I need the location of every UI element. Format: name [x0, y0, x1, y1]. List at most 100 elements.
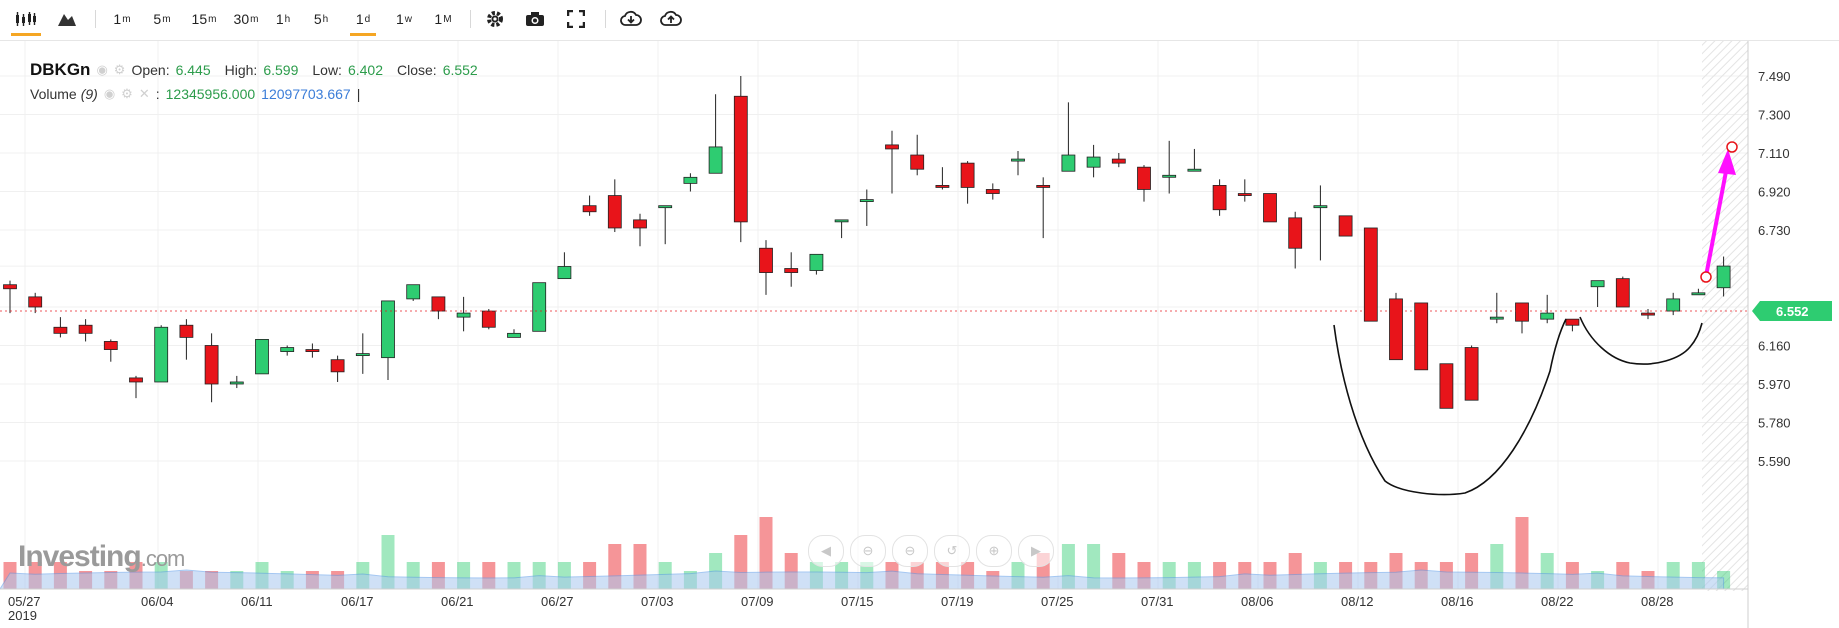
candle	[154, 325, 169, 383]
scroll-right-icon[interactable]: ▶	[1018, 535, 1054, 567]
gear-icon[interactable]: ⚙	[121, 86, 133, 101]
eye-icon[interactable]: ◉	[96, 62, 108, 77]
settings-icon[interactable]	[481, 4, 509, 34]
interval-unit: M	[443, 13, 452, 25]
candle-body	[406, 284, 421, 300]
zoom-out-icon[interactable]: ⊖	[892, 535, 928, 567]
candle-body	[154, 326, 169, 383]
candle	[305, 343, 320, 358]
candle-body	[255, 339, 269, 375]
logo-suffix: .com	[140, 546, 186, 571]
interval-label: 5	[313, 11, 322, 27]
candle	[582, 195, 597, 216]
candle-body	[1540, 312, 1555, 320]
candle-body	[683, 176, 698, 184]
candle	[1363, 227, 1378, 322]
candle	[355, 333, 370, 374]
toolbar-divider	[470, 10, 471, 28]
candles-icon[interactable]	[9, 4, 43, 36]
camera-icon[interactable]	[521, 4, 549, 34]
handle-drawing	[1579, 316, 1703, 365]
close-label: Close:	[397, 62, 437, 78]
symbol-name: DBKGn	[30, 60, 91, 79]
date-axis: 05/27 06/04 06/11 06/17 06/21 06/27 07/03 07/09…	[8, 594, 1674, 623]
candle	[381, 300, 395, 380]
high-value: 6.599	[263, 62, 299, 78]
candle	[985, 183, 1000, 200]
upload-icon[interactable]	[657, 4, 685, 34]
toolbar-divider	[605, 10, 606, 28]
chart-nav-controls: ◀ ⊖ ⊖ ↺ ⊕ ▶	[808, 535, 1054, 567]
candle	[859, 189, 874, 226]
investing-logo: Investing.com	[18, 540, 186, 574]
interval-unit: h	[322, 13, 329, 25]
candle-body	[1590, 280, 1605, 288]
interval-label: 15	[191, 11, 208, 27]
interval-label: 1	[355, 11, 364, 27]
candle-body	[557, 266, 572, 280]
price-tick-label: 6.920	[1758, 185, 1791, 200]
candle-body	[1086, 156, 1101, 168]
date-tick-label: 07/31	[1141, 594, 1174, 609]
candle	[456, 296, 471, 332]
candle-body	[1641, 312, 1655, 316]
candle	[1212, 179, 1227, 216]
volume-pane	[0, 517, 1731, 590]
date-tick-label: 07/15	[841, 594, 874, 609]
interval-unit: h	[284, 13, 291, 25]
download-icon[interactable]	[617, 4, 645, 34]
candle-body	[204, 345, 219, 385]
volume-legend: Volume (9) ◉ ⚙ ✕ : 12345956.000 12097703…	[30, 86, 361, 102]
price-chart[interactable]: 7.4907.3007.1106.9206.7306.3506.1605.970…	[0, 41, 1839, 628]
candle-body	[935, 185, 950, 188]
candle	[1439, 363, 1454, 409]
candle-body	[381, 300, 395, 359]
date-tick-label: 08/16	[1441, 594, 1474, 609]
candle	[1338, 215, 1353, 237]
eye-icon[interactable]: ◉	[103, 86, 116, 101]
zoom-in-icon[interactable]: ⊕	[976, 535, 1012, 567]
scroll-left-icon[interactable]: ◀	[808, 535, 844, 567]
high-label: High:	[224, 62, 258, 78]
cursor-bar: |	[356, 86, 361, 102]
candle-body	[1389, 298, 1403, 361]
last-price-label: 6.552	[1776, 304, 1809, 319]
close-icon[interactable]: ✕	[138, 86, 150, 101]
price-tick-label: 5.590	[1758, 454, 1791, 469]
candle-body	[1666, 298, 1681, 312]
interval-unit: m	[162, 13, 171, 25]
candle-body	[305, 349, 320, 352]
candle-body	[708, 146, 723, 174]
reset-zoom-icon[interactable]: ↺	[934, 535, 970, 567]
candle-body	[1716, 265, 1731, 289]
candle-body	[1338, 215, 1353, 237]
candle-body	[330, 359, 345, 373]
candle	[1489, 292, 1504, 324]
chart-panel[interactable]: 7.4907.3007.1106.9206.7306.3506.1605.970…	[0, 40, 1839, 628]
candle-body	[1111, 158, 1126, 164]
cup-drawing	[1333, 318, 1567, 496]
interval-30m-button[interactable]: 30 m	[228, 4, 264, 34]
candle	[809, 253, 824, 275]
candle-body	[1414, 302, 1429, 371]
zoom-out-icon[interactable]: ⊖	[850, 535, 886, 567]
interval-15m-button[interactable]: 15 m	[185, 4, 223, 34]
candle	[255, 339, 269, 375]
low-label: Low:	[312, 62, 342, 78]
area-chart-icon[interactable]	[52, 4, 82, 34]
candle-body	[1615, 278, 1630, 308]
gear-icon[interactable]: ⚙	[113, 62, 126, 77]
candle-body	[1489, 316, 1504, 320]
date-tick-label: 07/19	[941, 594, 974, 609]
candle-body	[481, 310, 496, 328]
candle	[910, 134, 925, 176]
fullscreen-icon[interactable]	[562, 4, 590, 34]
interval-unit: d	[364, 13, 371, 25]
